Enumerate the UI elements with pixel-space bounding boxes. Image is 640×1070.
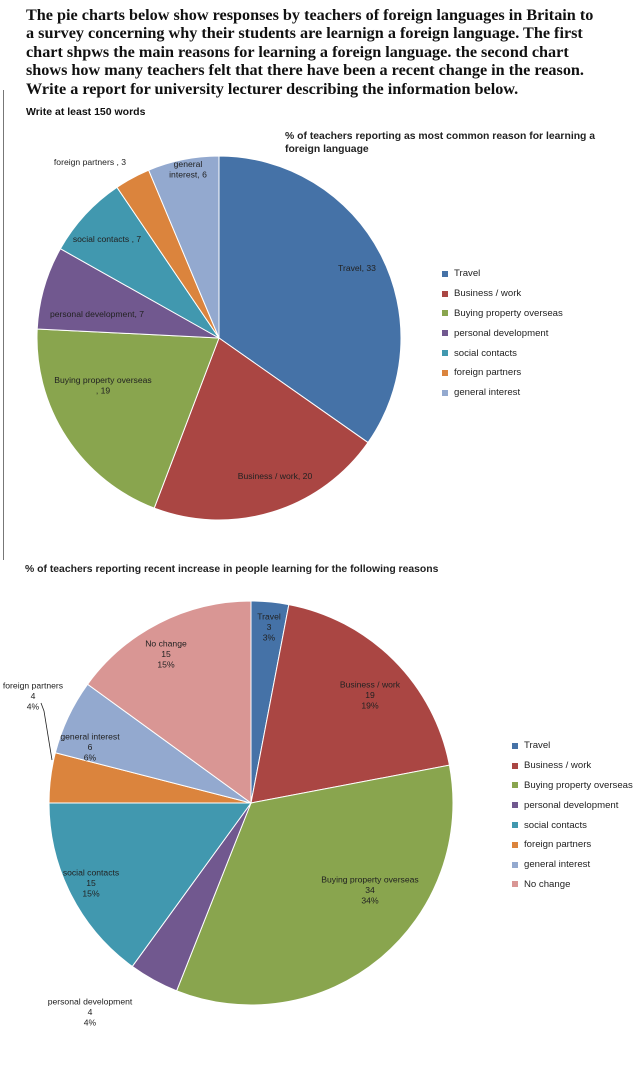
- legend-item-social-contacts: social contacts: [442, 343, 563, 363]
- legend-item-personal-development: personal development: [512, 795, 633, 815]
- prompt-line: shows how many teachers felt that there …: [26, 61, 584, 80]
- legend-swatch: [442, 270, 448, 277]
- legend-item-travel: Travel: [512, 736, 633, 756]
- legend-item-business-work: Business / work: [442, 284, 563, 304]
- legend-item-travel: Travel: [442, 264, 563, 284]
- legend-item-general-interest: general interest: [512, 855, 633, 875]
- slice-label-buying-property-overseas: Buying property overseas 34 34%: [321, 875, 418, 906]
- legend-item-social-contacts: social contacts: [512, 815, 633, 835]
- legend-item-foreign-partners: foreign partners: [512, 835, 633, 855]
- legend-label: general interest: [454, 387, 521, 399]
- legend-swatch: [512, 881, 518, 888]
- prompt-line: a survey concerning why their students a…: [26, 24, 583, 43]
- pie-slice-business-work: [153, 337, 369, 521]
- slice-label-no-change: No change 15 15%: [145, 639, 187, 670]
- legend-swatch: [442, 369, 448, 376]
- slice-label-personal-development: personal development, 7: [50, 309, 144, 319]
- leader-line: [40, 702, 53, 761]
- slice-label-business-work: Business / work 19 19%: [340, 680, 401, 711]
- legend-swatch: [442, 290, 448, 297]
- legend-item-buying-property-overseas: Buying property overseas: [512, 776, 633, 796]
- pie-slice-buying-property-overseas: [36, 328, 220, 509]
- legend-label: foreign partners: [524, 839, 592, 851]
- pie-chart-svg: Travel, 33 Business / work, 20 Buying prop…: [36, 155, 402, 521]
- legend-swatch: [512, 802, 518, 809]
- legend-swatch: [442, 310, 448, 317]
- chart-legend: Travel Business / work Buying property ove…: [442, 264, 563, 403]
- legend-label: general interest: [524, 859, 591, 871]
- legend-label: social contacts: [454, 347, 517, 359]
- legend-swatch: [442, 330, 448, 337]
- legend-label: Buying property overseas: [524, 779, 633, 791]
- slice-label-foreign-partners: foreign partners , 3: [54, 157, 126, 167]
- slice-label-general-interest: general interest 6 6%: [60, 732, 120, 763]
- legend-item-general-interest: general interest: [442, 383, 563, 403]
- slice-label-travel: Travel 3 3%: [257, 612, 281, 643]
- pie-chart-common-reasons: % of teachers reporting as most common r…: [0, 118, 640, 538]
- legend-label: Travel: [524, 740, 551, 752]
- pie-chart-svg: Travel 3 3% Business / work 19 19% Buying prop…: [3, 600, 454, 1028]
- legend-item-business-work: Business / work: [512, 756, 633, 776]
- slice-label-personal-development: personal development 4 4%: [48, 997, 133, 1028]
- prompt-line: chart shpws the main reasons for learnin…: [26, 42, 569, 61]
- legend-swatch: [512, 861, 518, 868]
- legend-item-foreign-partners: foreign partners: [442, 363, 563, 383]
- pie-slice-business-work: [250, 603, 451, 804]
- prompt-line: Write a report for university lecturer d…: [26, 79, 519, 98]
- legend-label: No change: [524, 878, 571, 890]
- legend-swatch: [512, 841, 518, 848]
- legend-swatch: [512, 822, 518, 829]
- legend-swatch: [512, 782, 518, 789]
- pie-slice-travel: [218, 155, 402, 444]
- prompt-line: The pie charts below show responses by t…: [26, 6, 594, 24]
- slice-label-business-work: Business / work, 20: [238, 471, 313, 481]
- legend-label: personal development: [524, 799, 619, 811]
- left-border-line: [3, 90, 4, 560]
- legend-label: Buying property overseas: [454, 307, 563, 319]
- slice-label-buying-property-overseas: Buying property overseas, 19: [54, 375, 151, 396]
- legend-item-buying-property-overseas: Buying property overseas: [442, 304, 563, 324]
- task-prompt: The pie charts below show responses by t…: [26, 6, 616, 98]
- legend-label: Business / work: [524, 760, 592, 772]
- word-count-instruction: Write at least 150 words: [26, 106, 146, 118]
- pie-slice-social-contacts: [48, 802, 252, 968]
- chart-title: % of teachers reporting as most common r…: [285, 131, 596, 155]
- legend-label: social contacts: [524, 819, 587, 831]
- pie-slice-buying-property-overseas: [175, 764, 454, 1006]
- slice-label-foreign-partners: foreign partners 4 4%: [3, 681, 63, 712]
- slice-label-general-interest: general interest, 6: [169, 159, 207, 180]
- pie-slice-general-interest: [148, 155, 220, 339]
- chart-title: % of teachers reporting recent increase …: [25, 564, 439, 575]
- legend-label: Business / work: [454, 288, 522, 300]
- legend-label: foreign partners: [454, 367, 522, 379]
- pie-chart-recent-increase: % of teachers reporting recent increase …: [0, 560, 640, 1040]
- pie-slice-no-change: [86, 600, 252, 804]
- legend-swatch: [512, 742, 518, 749]
- legend-label: personal development: [454, 327, 549, 339]
- legend-item-personal-development: personal development: [442, 323, 563, 343]
- legend-swatch: [442, 350, 448, 357]
- legend-label: Travel: [454, 268, 481, 280]
- slice-label-social-contacts: social contacts 15 15%: [63, 868, 119, 899]
- legend-swatch: [442, 389, 448, 396]
- slice-label-social-contacts: social contacts , 7: [73, 234, 142, 244]
- legend-swatch: [512, 762, 518, 769]
- slice-label-travel: Travel, 33: [338, 263, 376, 273]
- chart-legend: Travel Business / work Buying property ove…: [512, 736, 633, 894]
- legend-item-no-change: No change: [512, 875, 633, 895]
